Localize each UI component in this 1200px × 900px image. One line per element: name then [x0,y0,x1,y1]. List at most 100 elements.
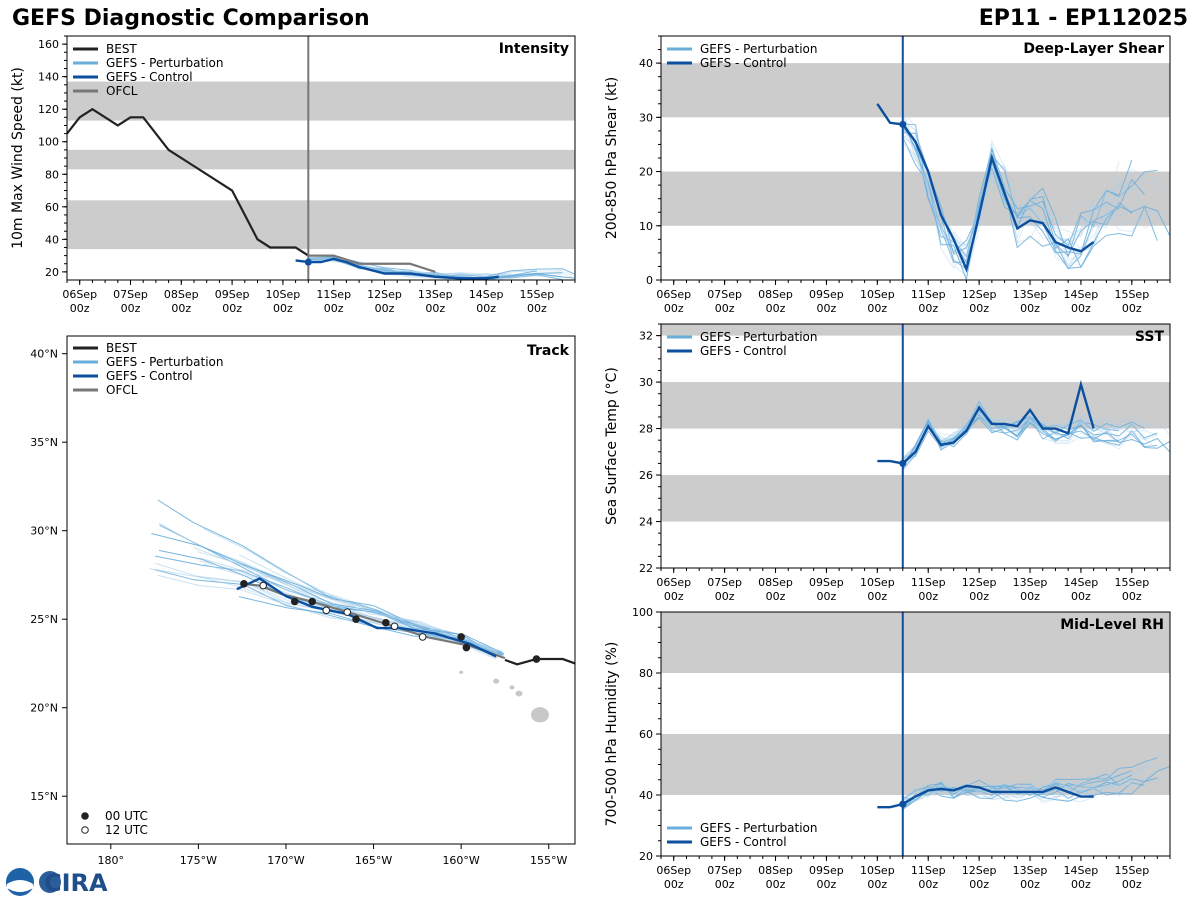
x-tick-label-hour: 00z [70,302,90,315]
x-tick-label-hour: 00z [1020,878,1040,891]
panel-intensity: 2040608010012014016006Sep00z07Sep00z08Se… [10,35,576,315]
y-tick-label: 20 [639,166,653,179]
legend-label: GEFS - Perturbation [700,42,817,56]
island-shape [493,678,500,684]
island-shape [509,685,515,690]
perturbation-line [902,417,1120,467]
x-tick-label-hour: 00z [1122,590,1142,603]
y-tick-label: 32 [639,330,653,343]
perturbation-line [902,125,1133,259]
x-tick-label-hour: 00z [1071,590,1091,603]
band-0 [661,475,1170,522]
init-marker [899,459,907,467]
marker-legend-symbol [81,826,89,834]
y-tick-label: 10 [639,220,653,233]
ofcl-position-marker [390,622,399,631]
perturbation-line [308,257,575,278]
perturbation-line [902,136,1158,269]
lat-tick-label: 30°N [30,525,58,538]
x-tick-label-date: 11Sep [911,576,946,589]
ofcl-position-marker [308,597,317,606]
perturbation-line [902,782,1145,810]
series-group [876,103,1170,280]
y-tick-label: 24 [639,516,653,529]
x-tick-label-hour: 00z [766,590,786,603]
x-tick-label-hour: 00z [715,590,735,603]
legend-label: GEFS - Perturbation [106,56,223,70]
y-tick-label: 26 [639,469,653,482]
page-title: GEFS Diagnostic Comparison [12,6,370,31]
ofcl-position-marker [457,633,465,641]
x-tick-label-hour: 00z [969,590,989,603]
island-shape [515,690,523,697]
control-line [877,379,1095,465]
x-tick-label-date: 09Sep [809,576,844,589]
x-tick-label-date: 15Sep [1114,288,1149,301]
x-tick-label-hour: 00z [867,302,887,315]
x-tick-label-date: 08Sep [758,576,793,589]
band-0 [67,200,575,250]
x-tick-label-hour: 00z [715,302,735,315]
x-tick-label-date: 06Sep [656,864,691,877]
series-group [877,379,1170,471]
legend-label: GEFS - Control [106,369,193,383]
x-tick-label-date: 08Sep [758,288,793,301]
y-tick-label: 60 [45,201,59,214]
control-line [876,103,1095,273]
perturbation-line [902,408,1158,460]
x-tick-label-date: 13Sep [1013,864,1048,877]
y-tick-label: 20 [45,266,59,279]
ofcl-position-marker [418,633,427,641]
legend-label: BEST [106,341,137,355]
x-tick-label-date: 14Sep [1064,288,1099,301]
y-tick-label: 120 [38,103,59,116]
x-tick-label-hour: 00z [918,590,938,603]
perturbation-track [246,572,496,658]
init-marker [304,258,312,266]
best-position-marker [532,655,541,663]
y-tick-label: 60 [639,728,653,741]
y-tick-label: 40 [45,233,59,246]
perturbation-track [151,533,496,656]
track-lines [149,499,575,723]
perturbation-line [902,768,1170,802]
legend-label: BEST [106,42,137,56]
x-tick-label-date: 14Sep [1064,864,1099,877]
control-line [295,257,499,280]
x-tick-label-hour: 00z [867,590,887,603]
y-tick-label: 100 [632,606,653,619]
panel-sst: 22242628303206Sep00z07Sep00z08Sep00z09Se… [604,323,1171,603]
ofcl-line [308,254,436,273]
x-tick-label-date: 12Sep [962,864,997,877]
perturbation-line [902,776,1133,804]
panel-title: Mid-Level RH [1060,617,1164,633]
control-line [877,784,1094,809]
x-tick-label-hour: 00z [664,878,684,891]
perturbation-line [902,119,1170,280]
x-tick-label-hour: 00z [1122,302,1142,315]
cira-globe-icon [39,871,61,893]
x-tick-label-date: 14Sep [469,288,504,301]
perturbation-line [902,762,1158,811]
legend-label: OFCL [106,84,138,98]
x-tick-label-hour: 00z [476,302,496,315]
y-tick-label: 100 [38,136,59,149]
lat-tick-label: 35°N [30,436,58,449]
perturbation-track [157,499,505,655]
legend-label: GEFS - Control [700,344,787,358]
x-tick-label-hour: 00z [664,590,684,603]
ofcl-position-marker [352,615,360,624]
y-tick-label: 80 [639,667,653,680]
best-line [67,107,309,257]
y-tick-label: 20 [639,850,653,863]
ofcl-position-marker [290,597,299,606]
series-group [877,754,1170,811]
x-tick-label-date: 13Sep [1013,576,1048,589]
x-tick-label-hour: 00z [867,878,887,891]
storm-id-title: EP11 - EP112025 [978,6,1188,31]
perturbation-line [902,123,1145,264]
y-tick-label: 30 [639,376,653,389]
x-tick-label-date: 10Sep [860,864,895,877]
x-tick-label-hour: 00z [425,302,445,315]
